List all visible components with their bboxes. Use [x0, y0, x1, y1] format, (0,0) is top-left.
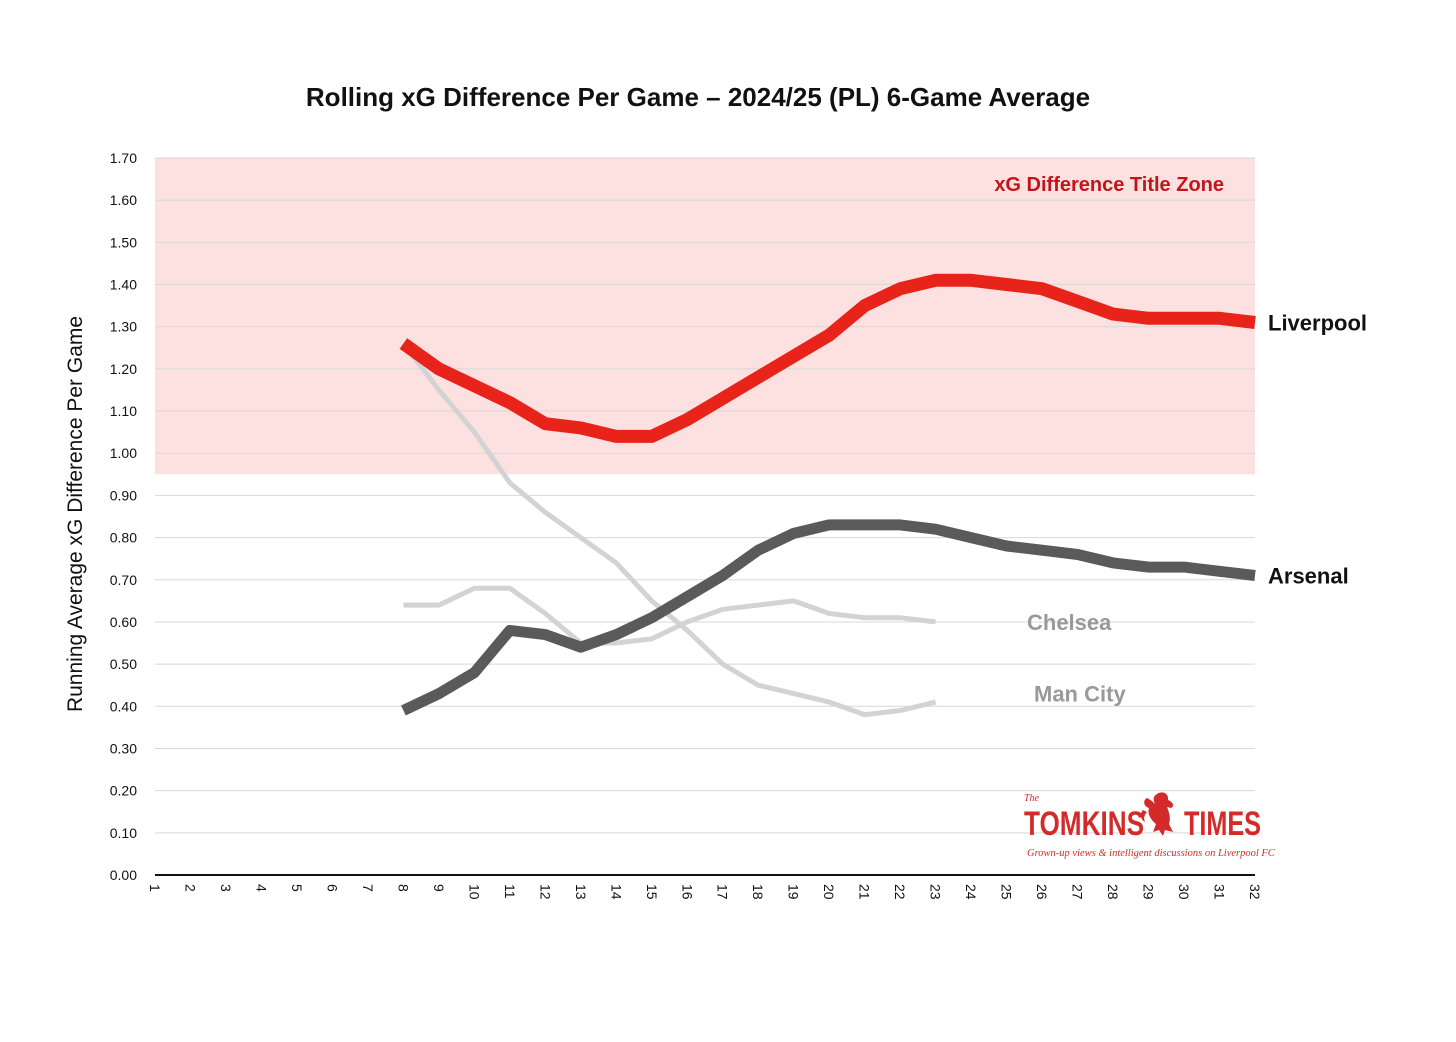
- y-tick-label: 0.10: [110, 825, 137, 841]
- series-label-chelsea: Chelsea: [1027, 610, 1112, 635]
- series-line-chelsea: [403, 585, 936, 646]
- x-tick-label: 13: [573, 884, 589, 900]
- x-tick-label: 25: [999, 884, 1015, 900]
- x-tick-label: 19: [786, 884, 802, 900]
- x-tick-label: 12: [537, 884, 553, 900]
- x-tick-label: 9: [431, 884, 447, 892]
- y-tick-label: 1.20: [110, 361, 137, 377]
- title-zone-band: [155, 158, 1255, 475]
- series-line-arsenal: [401, 519, 1256, 716]
- x-tick-label: 28: [1105, 884, 1121, 900]
- y-tick-label: 0.60: [110, 614, 137, 630]
- tomkins-times-logo: The TOMKINS TIMES Grown-up views & intel…: [1024, 792, 1276, 859]
- x-tick-label: 4: [253, 884, 269, 892]
- y-tick-label: 0.50: [110, 656, 137, 672]
- title-zone-label: xG Difference Title Zone: [994, 174, 1224, 196]
- chart-title: Rolling xG Difference Per Game – 2024/25…: [306, 82, 1090, 112]
- brand-name-left: TOMKINS: [1024, 805, 1144, 843]
- series-line-man-city: [401, 342, 937, 718]
- y-tick-label: 0.90: [110, 487, 137, 503]
- x-tick-label: 30: [1176, 884, 1192, 900]
- x-tick-label: 11: [502, 884, 518, 899]
- x-tick-label: 1: [147, 884, 163, 892]
- x-tick-label: 17: [715, 884, 731, 900]
- series-line-liverpool: [399, 273, 1256, 443]
- x-tick-label: 23: [928, 884, 944, 900]
- x-tick-label: 2: [182, 884, 198, 892]
- y-tick-label: 1.50: [110, 234, 137, 250]
- y-tick-label: 1.70: [110, 150, 137, 166]
- x-tick-label: 18: [750, 884, 766, 900]
- x-tick-label: 21: [857, 884, 873, 900]
- x-tick-label: 24: [963, 884, 979, 900]
- y-tick-label: 0.00: [110, 867, 137, 883]
- x-tick-label: 22: [892, 884, 908, 900]
- x-tick-label: 27: [1070, 884, 1086, 900]
- series-label-arsenal: Arsenal: [1268, 564, 1349, 589]
- x-tick-label: 14: [608, 884, 624, 900]
- liver-bird-icon: [1140, 792, 1174, 836]
- x-tick-label: 3: [218, 884, 234, 892]
- x-tick-label: 15: [644, 884, 660, 900]
- y-axis-label: Running Average xG Difference Per Game: [64, 316, 87, 712]
- x-tick-label: 10: [466, 884, 482, 900]
- y-tick-label: 0.30: [110, 740, 137, 756]
- series-label-man-city: Man City: [1034, 682, 1126, 707]
- brand-name-right: TIMES: [1184, 805, 1261, 843]
- y-tick-label: 1.60: [110, 192, 137, 208]
- x-tick-label: 32: [1247, 884, 1263, 900]
- y-tick-label: 1.10: [110, 403, 137, 419]
- x-tick-label: 6: [324, 884, 340, 892]
- brand-tagline: Grown-up views & intelligent discussions…: [1027, 848, 1276, 859]
- y-tick-labels: 0.00 0.10 0.20 0.30 0.40 0.50 0.60 0.70 0.80 0.90…: [110, 150, 137, 883]
- x-tick-label: 5: [289, 884, 305, 892]
- y-tick-label: 0.20: [110, 783, 137, 799]
- gridlines: [155, 157, 1255, 834]
- x-tick-labels: 1 2 3 4 5 6 7 8 9 10 11 12 13 14 15 16 17 18 19 20 21 22 23 24 2…: [147, 884, 1263, 900]
- y-tick-label: 1.00: [110, 445, 137, 461]
- series-labels: Liverpool Arsenal Chelsea Man City: [1027, 310, 1367, 706]
- series-lines: [399, 273, 1256, 718]
- y-tick-label: 0.70: [110, 572, 137, 588]
- y-tick-label: 0.40: [110, 698, 137, 714]
- y-tick-label: 0.80: [110, 530, 137, 546]
- x-tick-label: 7: [360, 884, 376, 892]
- x-tick-label: 20: [821, 884, 837, 900]
- y-tick-label: 1.40: [110, 277, 137, 293]
- y-tick-label: 1.30: [110, 319, 137, 335]
- series-label-liverpool: Liverpool: [1268, 310, 1367, 335]
- x-tick-label: 31: [1212, 884, 1228, 900]
- x-tick-label: 29: [1141, 884, 1157, 900]
- brand-the: The: [1024, 793, 1040, 804]
- x-tick-label: 26: [1034, 884, 1050, 900]
- x-tick-label: 8: [395, 884, 411, 892]
- x-tick-label: 16: [679, 884, 695, 900]
